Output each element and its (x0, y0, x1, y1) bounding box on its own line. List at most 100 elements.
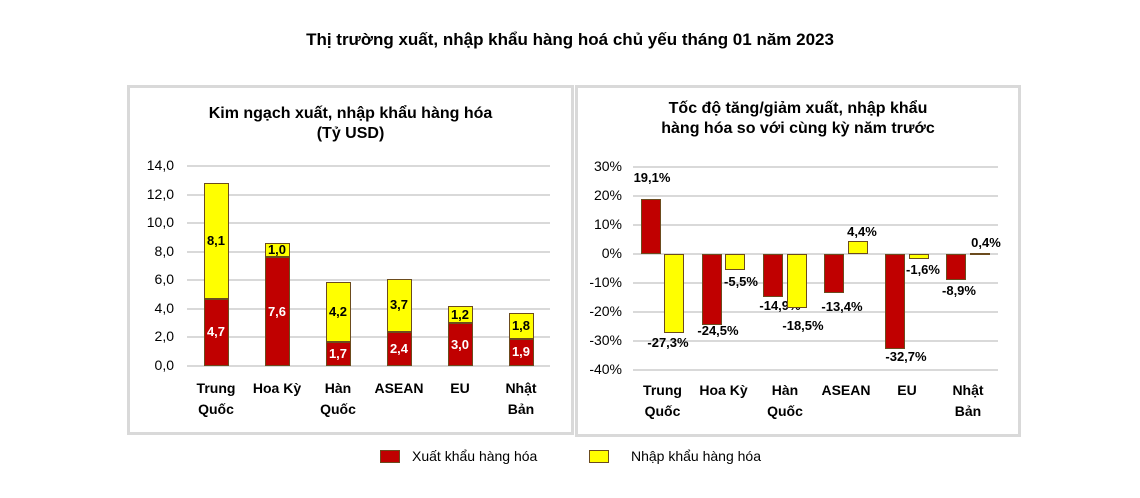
chart-title: Tốc độ tăng/giảm xuất, nhập khẩu hàng hó… (578, 99, 1018, 139)
value-label: 4,7 (206, 324, 226, 340)
gridline (633, 253, 998, 255)
category-label-line: ASEAN (821, 382, 871, 398)
gridline (187, 279, 550, 282)
chart-title: Kim ngạch xuất, nhập khẩu hàng hóa (Tỷ U… (130, 104, 571, 144)
export-import-value-chart: Kim ngạch xuất, nhập khẩu hàng hóa (Tỷ U… (127, 85, 574, 435)
import-bar (848, 241, 868, 254)
y-tick-label: 20% (593, 187, 622, 203)
export-bar (447, 323, 473, 366)
legend-label-export: Xuất khẩu hàng hóa (412, 448, 538, 464)
value-label: 1,8 (511, 318, 531, 333)
import-bar (203, 183, 229, 299)
export-bar (763, 254, 783, 298)
category-label-line: Nhật (505, 380, 537, 396)
category-label-line: Bản (507, 401, 535, 417)
category-label: Nhật Bản (486, 378, 556, 420)
y-tick-label: 12,0 (146, 185, 174, 202)
value-label: 1,7 (328, 345, 348, 361)
value-label: 8,1 (206, 233, 226, 248)
import-bar (970, 252, 990, 255)
gridline (633, 195, 998, 197)
gridline (187, 250, 550, 253)
y-tick-label: -20% (589, 303, 622, 319)
category-label-line: Hàn (771, 382, 799, 398)
category-label-line: Quốc (198, 401, 234, 417)
gridline (633, 311, 998, 313)
category-label: Hoa Kỳ (242, 378, 312, 399)
export-bar (946, 254, 966, 280)
legend-label-import: Nhập khẩu hàng hóa (631, 448, 761, 464)
gridline (633, 282, 998, 284)
y-tick-label: -10% (589, 274, 622, 290)
category-label: EU (872, 380, 942, 401)
category-label: Hoa Kỳ (689, 380, 759, 401)
value-label: 4,2 (328, 303, 348, 319)
category-label-line: Bản (954, 403, 982, 419)
value-label: -1,6% (906, 262, 940, 277)
gridline (187, 365, 550, 367)
value-label: -32,7% (885, 349, 927, 364)
value-label: 1,2 (450, 306, 470, 322)
category-label: Trung Quốc (628, 380, 698, 422)
import-bar (386, 278, 412, 332)
category-label: ASEAN (364, 378, 434, 399)
value-label: 2,4 (389, 340, 409, 356)
legend-swatch-import (589, 449, 609, 463)
value-label: 19,1% (633, 170, 671, 185)
chart-title-line1: Kim ngạch xuất, nhập khẩu hàng hóa (208, 105, 493, 122)
category-label-line: EU (897, 382, 917, 398)
value-label: 3,7 (389, 297, 409, 313)
category-label-line: Quốc (767, 403, 803, 419)
value-label: -5,5% (724, 274, 758, 289)
y-tick-label: 10,0 (146, 214, 174, 231)
import-bar (664, 254, 684, 334)
gridline (187, 222, 550, 225)
value-label: -24,5% (697, 323, 739, 338)
import-bar (787, 254, 807, 308)
export-bar (386, 331, 412, 366)
gridline (187, 336, 550, 339)
export-bar (702, 254, 722, 326)
import-bar (909, 254, 929, 259)
import-bar (725, 254, 745, 270)
value-label: 1,9 (511, 344, 531, 360)
value-label: 4,4% (847, 224, 877, 239)
y-tick-label: 6,0 (154, 271, 174, 288)
export-bar (264, 257, 290, 366)
category-label: EU (425, 378, 495, 399)
y-tick-label: 0,0 (154, 357, 174, 373)
y-tick-label: 4,0 (154, 299, 174, 316)
gridline (633, 166, 998, 168)
value-label: 7,6 (267, 303, 287, 319)
y-tick-label: 2,0 (154, 328, 174, 345)
category-label-line: Nhật (952, 382, 984, 398)
value-label: -13,4% (821, 299, 863, 314)
legend: Xuất khẩu hàng hóa Nhập khẩu hàng hóa (0, 448, 1140, 470)
value-label: 1,0 (267, 242, 287, 258)
gridline (187, 165, 550, 167)
legend-swatch-export (380, 449, 400, 463)
category-label: ASEAN (811, 380, 881, 401)
import-bar (325, 281, 351, 342)
value-label: -8,9% (942, 283, 976, 298)
category-label-line: Hàn (324, 380, 352, 396)
category-label: Nhật Bản (933, 380, 1003, 422)
export-bar (508, 338, 534, 366)
gridline (633, 224, 998, 226)
value-label: 3,0 (450, 336, 470, 352)
y-tick-label: 14,0 (146, 157, 174, 173)
growth-rate-chart: Tốc độ tăng/giảm xuất, nhập khẩu hàng hó… (575, 85, 1021, 437)
legend-item-import: Nhập khẩu hàng hóa (589, 448, 761, 464)
category-label-line: ASEAN (374, 380, 424, 396)
y-tick-label: 0% (601, 245, 622, 261)
category-label-line: Trung (196, 380, 236, 396)
y-tick-label: -30% (589, 332, 622, 348)
category-label: Hàn Quốc (303, 378, 373, 420)
category-label-line: EU (450, 380, 470, 396)
category-label-line: Quốc (644, 403, 681, 419)
legend-item-export: Xuất khẩu hàng hóa (380, 448, 537, 464)
category-label-line: Quốc (320, 401, 356, 417)
import-bar (264, 243, 290, 258)
category-label-line: Hoa Kỳ (252, 380, 302, 396)
value-label: -27,3% (647, 335, 689, 350)
